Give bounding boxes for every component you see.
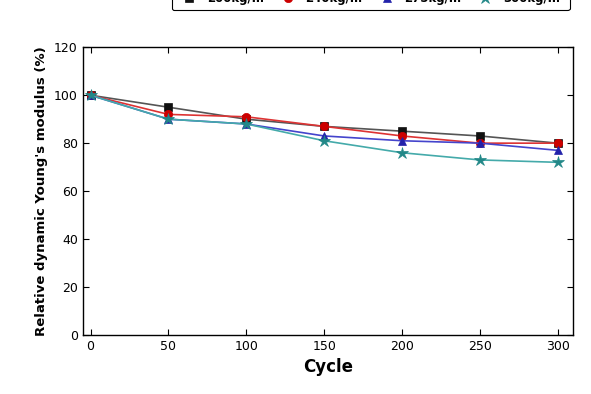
300kg/m³	[554, 160, 561, 165]
X-axis label: Cycle: Cycle	[303, 358, 353, 376]
240kg/m³	[398, 134, 405, 138]
300kg/m³	[87, 93, 94, 98]
275kg/m³	[243, 122, 250, 126]
300kg/m³	[398, 151, 405, 155]
240kg/m³	[554, 141, 561, 145]
240kg/m³	[476, 141, 483, 145]
300kg/m³	[320, 138, 327, 143]
200kg/m³	[398, 129, 405, 134]
200kg/m³	[87, 93, 94, 98]
200kg/m³	[243, 117, 250, 122]
Line: 300kg/m³: 300kg/m³	[85, 89, 564, 169]
200kg/m³	[476, 134, 483, 138]
240kg/m³	[165, 112, 172, 117]
240kg/m³	[243, 114, 250, 119]
200kg/m³	[320, 124, 327, 129]
300kg/m³	[243, 122, 250, 126]
275kg/m³	[554, 148, 561, 153]
300kg/m³	[476, 158, 483, 162]
275kg/m³	[165, 117, 172, 122]
Legend: 200kg/m³, 240kg/m³, 275kg/m³, 300kg/m³: 200kg/m³, 240kg/m³, 275kg/m³, 300kg/m³	[171, 0, 570, 10]
Y-axis label: Relative dynamic Young's modulus (%): Relative dynamic Young's modulus (%)	[35, 46, 48, 336]
275kg/m³	[398, 138, 405, 143]
275kg/m³	[87, 93, 94, 98]
275kg/m³	[476, 141, 483, 145]
Line: 200kg/m³: 200kg/m³	[86, 91, 562, 147]
300kg/m³	[165, 117, 172, 122]
Line: 275kg/m³: 275kg/m³	[86, 91, 562, 154]
240kg/m³	[320, 124, 327, 129]
200kg/m³	[165, 105, 172, 110]
Line: 240kg/m³: 240kg/m³	[86, 91, 562, 147]
275kg/m³	[320, 134, 327, 138]
200kg/m³	[554, 141, 561, 145]
240kg/m³	[87, 93, 94, 98]
